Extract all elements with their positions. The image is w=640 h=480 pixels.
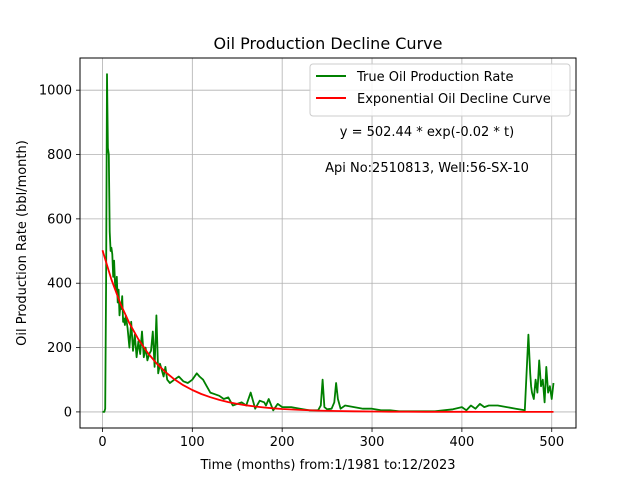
x-axis-label: Time (months) from:1/1981 to:12/2023 [199,458,455,473]
y-tick-label: 400 [47,277,72,292]
y-axis-label: Oil Production Rate (bbl/month) [15,140,30,346]
series-layer [101,73,555,413]
well-annotation: Api No:2510813, Well:56-SX-10 [325,161,529,176]
equation-annotation: y = 502.44 * exp(-0.02 * t) [340,125,514,140]
x-axis-ticks: 0 100 200 300 400 500 [98,428,564,450]
x-tick-label: 0 [98,435,106,450]
y-axis-ticks: 0 200 400 600 800 1000 [39,84,80,420]
legend-box [309,63,571,117]
legend-label-true-rate: True Oil Production Rate [356,70,513,85]
x-tick-label: 500 [539,435,564,450]
x-tick-label: 300 [360,435,385,450]
legend-label-decline-curve: Exponential Oil Decline Curve [357,92,551,107]
x-tick-label: 200 [270,435,295,450]
plot-area-frame [79,57,577,429]
exponential-decline-curve-line [101,250,554,413]
legend: True Oil Production Rate Exponential Oil… [309,63,571,117]
chart-title: Oil Production Decline Curve [214,34,443,53]
y-tick-label: 600 [47,212,72,227]
x-tick-label: 400 [449,435,474,450]
y-tick-label: 0 [64,405,72,420]
x-tick-label: 100 [180,435,205,450]
y-tick-label: 800 [47,148,72,163]
y-tick-label: 1000 [39,84,72,99]
grid [80,58,576,428]
y-tick-label: 200 [47,341,72,356]
